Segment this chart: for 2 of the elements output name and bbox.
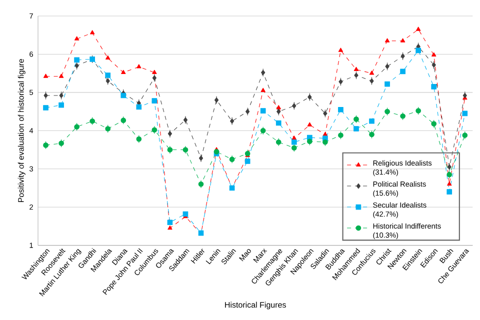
x-axis-title: Historical Figures (225, 302, 286, 310)
y-axis-title: Positivity of evaluation of historical figure (18, 59, 26, 202)
